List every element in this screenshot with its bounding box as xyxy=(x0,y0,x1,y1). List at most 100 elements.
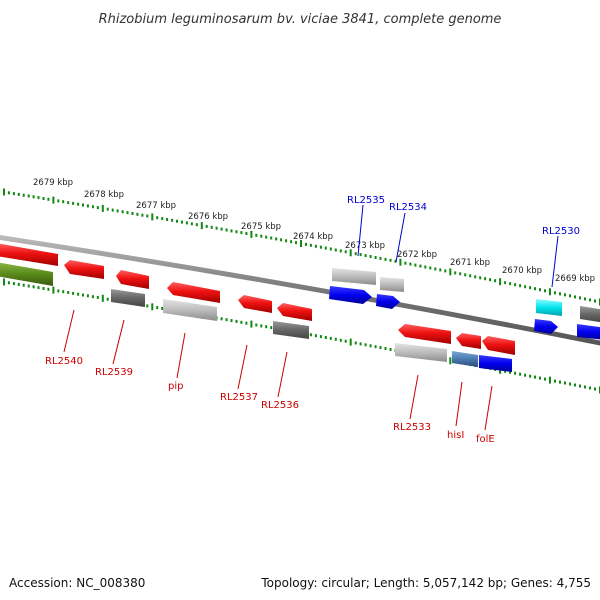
gene-feature[interactable] xyxy=(0,262,53,286)
gene-feature[interactable] xyxy=(536,299,562,316)
minor-tick xyxy=(559,380,561,384)
minor-tick xyxy=(594,387,596,391)
leader-line xyxy=(551,235,559,288)
gene-feature[interactable] xyxy=(580,306,600,323)
map-title: Rhizobium leguminosarum bv. viciae 3841,… xyxy=(99,12,502,27)
minor-tick xyxy=(161,217,164,221)
minor-tick xyxy=(514,371,517,375)
gene-label-rl2533[interactable]: RL2533 xyxy=(393,422,431,433)
minor-tick xyxy=(384,257,387,261)
leader-line xyxy=(237,344,248,390)
minor-tick xyxy=(106,297,109,301)
leader-line xyxy=(484,385,493,431)
minor-tick xyxy=(324,336,327,339)
gene-label-hisi[interactable]: hisI xyxy=(447,430,464,441)
gene-feature[interactable] xyxy=(163,299,217,321)
gene-feature[interactable] xyxy=(277,303,312,321)
minor-tick xyxy=(464,273,467,277)
gene-feature[interactable] xyxy=(0,243,58,266)
minor-tick xyxy=(215,226,218,230)
minor-tick xyxy=(62,290,65,294)
kbp-label: 2677 kbp xyxy=(136,201,176,211)
kbp-label: 2675 kbp xyxy=(241,222,281,232)
gene-label-rl2530[interactable]: RL2530 xyxy=(542,226,580,237)
minor-tick xyxy=(136,212,139,216)
minor-tick xyxy=(17,192,20,196)
minor-tick xyxy=(534,375,536,379)
minor-tick xyxy=(181,220,183,224)
minor-tick xyxy=(12,282,15,286)
gene-feature[interactable] xyxy=(452,351,478,367)
gene-label-rl2536[interactable]: RL2536 xyxy=(261,400,299,411)
gene-feature[interactable] xyxy=(398,324,451,344)
minor-tick xyxy=(554,379,556,383)
major-tick xyxy=(250,230,253,238)
minor-tick xyxy=(255,233,258,237)
gene-feature[interactable] xyxy=(456,333,481,349)
minor-tick xyxy=(32,195,35,199)
minor-tick xyxy=(176,219,178,223)
gene-feature[interactable] xyxy=(395,343,447,362)
gene-feature[interactable] xyxy=(482,336,515,355)
minor-tick xyxy=(534,287,536,291)
minor-tick xyxy=(126,211,129,215)
gene-feature[interactable] xyxy=(111,289,145,307)
minor-tick xyxy=(444,269,447,273)
major-tick xyxy=(3,278,5,286)
minor-tick xyxy=(419,264,422,268)
minor-tick xyxy=(72,291,75,295)
gene-feature[interactable] xyxy=(329,286,372,304)
minor-tick xyxy=(519,284,522,288)
gene-label-fole[interactable]: folE xyxy=(476,434,495,445)
minor-tick xyxy=(594,299,596,303)
minor-tick xyxy=(91,295,94,299)
minor-tick xyxy=(374,256,377,259)
minor-tick xyxy=(156,216,159,220)
gene-feature[interactable] xyxy=(167,282,220,303)
minor-tick xyxy=(106,207,109,211)
minor-tick xyxy=(364,343,367,347)
gene-feature[interactable] xyxy=(479,355,512,372)
gene-label-rl2534[interactable]: RL2534 xyxy=(389,202,427,213)
minor-tick xyxy=(62,200,65,204)
gene-feature[interactable] xyxy=(534,319,558,334)
minor-tick xyxy=(7,281,10,285)
gene-feature[interactable] xyxy=(332,268,376,285)
minor-tick xyxy=(72,201,75,205)
minor-tick xyxy=(280,238,283,242)
gene-feature[interactable] xyxy=(376,294,400,309)
gene-label-rl2535[interactable]: RL2535 xyxy=(347,195,385,206)
minor-tick xyxy=(429,266,432,270)
minor-tick xyxy=(290,240,293,244)
minor-tick xyxy=(589,386,591,390)
genes-reverse xyxy=(0,243,515,372)
gene-feature[interactable] xyxy=(273,321,309,339)
gene-feature[interactable] xyxy=(238,295,272,313)
major-tick xyxy=(449,357,452,365)
minor-tick xyxy=(185,221,188,225)
gene-feature[interactable] xyxy=(577,324,600,340)
minor-tick xyxy=(77,292,80,296)
minor-tick xyxy=(27,284,30,288)
gene-label-pip[interactable]: pip xyxy=(168,381,183,392)
minor-tick xyxy=(494,279,497,283)
major-tick xyxy=(399,258,402,266)
kbp-label: 2678 kbp xyxy=(84,190,124,200)
minor-tick xyxy=(569,294,571,298)
leader-line xyxy=(112,319,125,365)
gene-feature[interactable] xyxy=(64,260,104,279)
minor-tick xyxy=(314,244,317,248)
gene-feature[interactable] xyxy=(380,277,404,292)
minor-tick xyxy=(230,319,233,323)
minor-tick xyxy=(524,373,527,377)
gene-label-rl2539[interactable]: RL2539 xyxy=(95,367,133,378)
minor-tick xyxy=(260,234,263,238)
gene-feature[interactable] xyxy=(116,270,149,289)
minor-tick xyxy=(225,318,228,322)
gene-label-rl2540[interactable]: RL2540 xyxy=(45,356,83,367)
gene-label-rl2537[interactable]: RL2537 xyxy=(220,392,258,403)
minor-tick xyxy=(389,348,392,351)
genes-forward-outer xyxy=(329,268,600,340)
minor-tick xyxy=(404,261,407,265)
